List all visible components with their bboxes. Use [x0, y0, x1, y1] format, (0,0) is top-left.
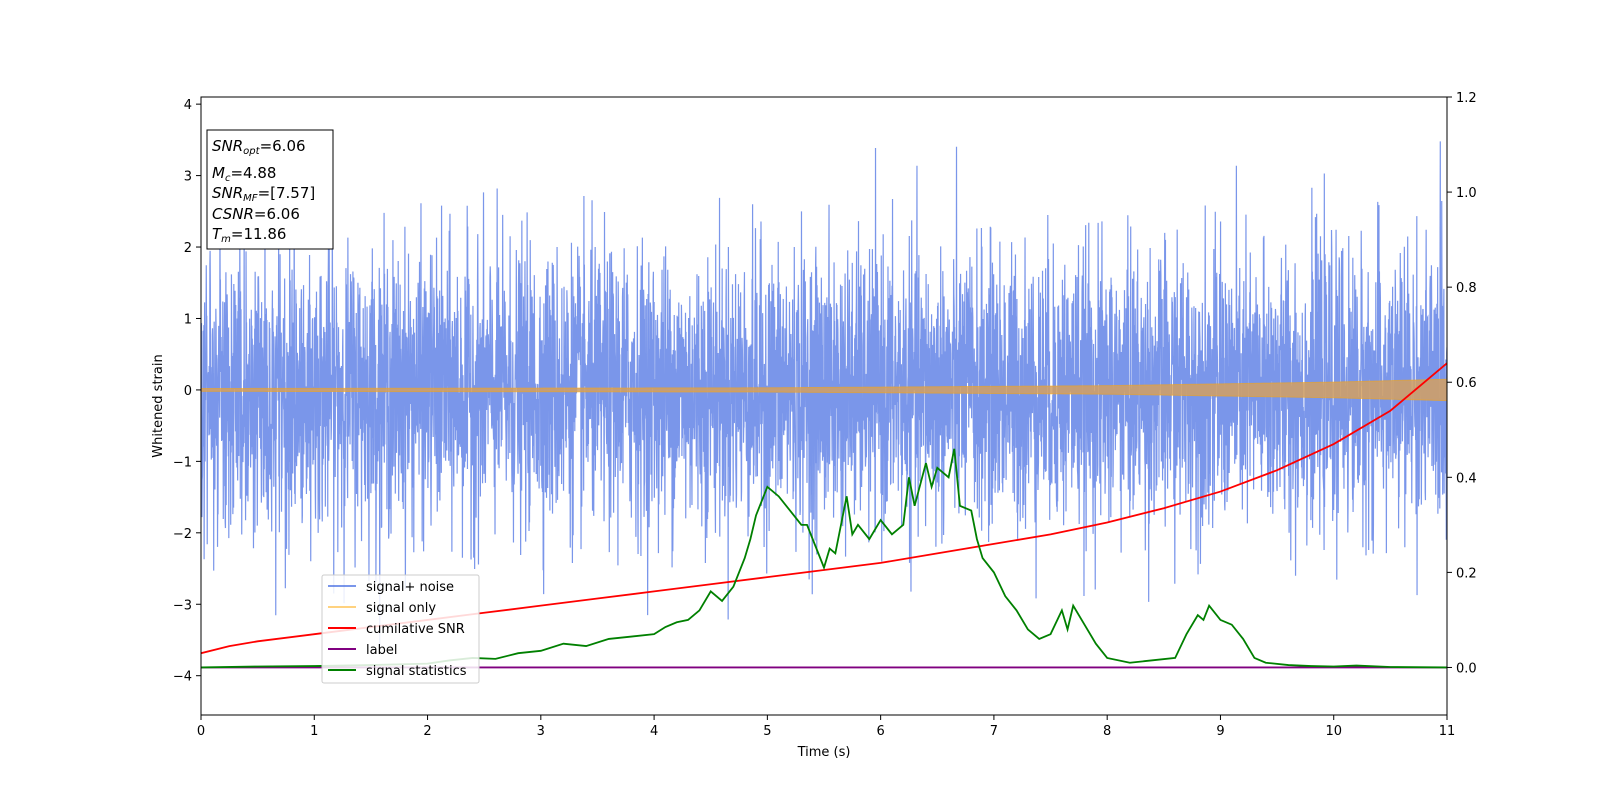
y-axis-title: Whitened strain — [151, 354, 166, 457]
y-tick-label-left: 0 — [184, 384, 192, 399]
x-tick-label: 8 — [1103, 724, 1111, 739]
x-tick-label: 5 — [763, 724, 771, 739]
y-tick-label-left: −1 — [173, 455, 192, 470]
y-tick-label-left: 2 — [184, 241, 192, 256]
series-signal-only — [201, 378, 1447, 402]
legend-label-signal-noise: signal+ noise — [366, 580, 454, 595]
legend: signal+ noise signal only cumilative SNR… — [321, 574, 480, 684]
legend-label-signal-only: signal only — [366, 601, 436, 616]
y-tick-label-left: 4 — [184, 98, 192, 113]
y-tick-label-right: 1.0 — [1456, 186, 1477, 201]
x-axis-title: Time (s) — [797, 745, 851, 760]
x-tick-label: 7 — [990, 724, 998, 739]
y-tick-label-left: 3 — [184, 170, 192, 185]
legend-frame — [321, 574, 480, 684]
y-tick-label-right: 0.8 — [1456, 281, 1477, 296]
stats-box-frame — [206, 129, 334, 250]
legend-label-label: label — [366, 643, 397, 658]
x-tick-label: 3 — [537, 724, 545, 739]
stat-snr-mf: SNRMF=[7.57] — [212, 184, 315, 204]
y-tick-label-left: −2 — [173, 527, 192, 542]
y-tick-label-right: 0.4 — [1456, 471, 1477, 486]
x-tick-label: 2 — [423, 724, 431, 739]
y-tick-label-left: 1 — [184, 312, 192, 327]
x-tick-label: 1 — [310, 724, 318, 739]
y-tick-label-left: −3 — [173, 598, 192, 613]
x-tick-label: 10 — [1325, 724, 1342, 739]
y-tick-label-right: 0.0 — [1456, 661, 1477, 676]
y-tick-label-right: 0.6 — [1456, 376, 1477, 391]
series-signal-statistics — [201, 448, 1447, 669]
x-tick-label: 11 — [1439, 724, 1456, 739]
x-tick-label: 4 — [650, 724, 658, 739]
x-tick-label: 6 — [876, 724, 884, 739]
legend-label-cumulative-snr: cumilative SNR — [366, 622, 465, 637]
x-tick-label: 0 — [197, 724, 205, 739]
stat-tm: Tm=11.86 — [212, 225, 286, 245]
y-tick-label-left: −4 — [173, 670, 192, 685]
x-tick-label: 9 — [1216, 724, 1224, 739]
y-tick-label-right: 1.2 — [1456, 91, 1477, 106]
stat-csnr: CSNR=6.06 — [212, 205, 300, 223]
y-tick-label-right: 0.2 — [1456, 566, 1477, 581]
stats-box: SNRopt=6.06 Mc=4.88 SNRMF=[7.57] CSNR=6.… — [206, 129, 334, 250]
stat-mc: Mc=4.88 — [212, 164, 276, 184]
series-signal-noise — [201, 141, 1447, 646]
plot-frame — [200, 96, 1448, 716]
legend-label-signal-statistics: signal statistics — [366, 664, 467, 679]
stat-snr-opt: SNRopt=6.06 — [212, 137, 306, 157]
